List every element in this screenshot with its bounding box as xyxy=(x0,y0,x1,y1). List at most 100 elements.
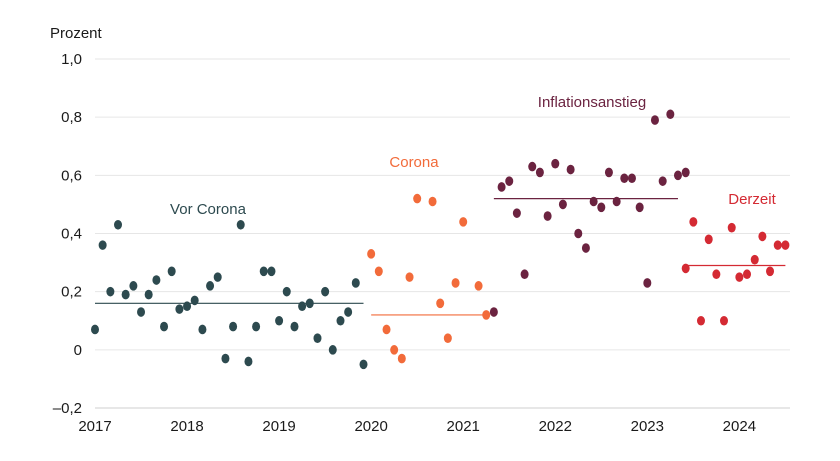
data-point xyxy=(689,217,698,227)
y-tick-label: 1,0 xyxy=(61,51,82,68)
data-point xyxy=(344,307,353,317)
data-point xyxy=(175,304,184,314)
data-point xyxy=(535,167,544,178)
data-point xyxy=(781,240,790,250)
y-tick-label: 0,6 xyxy=(61,167,82,184)
series-label: Corona xyxy=(389,154,439,171)
data-point xyxy=(321,286,330,297)
data-point xyxy=(482,310,491,320)
data-point xyxy=(704,234,713,245)
x-axis: 2017 2018 2019 2020 2021 2022 2023 2024 xyxy=(78,418,756,435)
data-point xyxy=(213,272,222,282)
data-point xyxy=(658,176,667,186)
series-label: Derzeit xyxy=(728,191,776,208)
data-point xyxy=(620,173,629,184)
data-point xyxy=(259,266,268,277)
y-tick-label: 0 xyxy=(74,342,82,359)
data-point xyxy=(497,182,506,192)
data-point xyxy=(305,298,314,309)
data-point xyxy=(351,278,360,288)
data-point xyxy=(367,249,376,259)
data-point xyxy=(313,333,322,344)
data-point xyxy=(597,202,606,213)
data-point xyxy=(114,219,123,230)
data-point xyxy=(167,266,176,277)
y-tick-label: –0,2 xyxy=(53,400,82,417)
data-point xyxy=(221,353,230,364)
y-axis-title: Prozent xyxy=(50,25,103,42)
data-point xyxy=(244,356,253,367)
data-point xyxy=(451,278,460,288)
data-point xyxy=(727,222,736,233)
data-point xyxy=(252,321,261,332)
data-point xyxy=(750,254,759,265)
y-tick-label: 0,2 xyxy=(61,284,82,301)
data-point xyxy=(267,266,276,277)
data-point xyxy=(183,301,192,312)
data-point xyxy=(773,240,782,250)
data-point xyxy=(474,281,483,291)
data-point xyxy=(520,269,529,280)
data-point xyxy=(121,289,130,300)
data-point xyxy=(413,193,422,204)
data-point xyxy=(489,307,498,317)
data-point xyxy=(190,295,199,306)
data-point xyxy=(627,173,636,184)
y-tick-label: 0,4 xyxy=(61,226,82,243)
data-point xyxy=(405,272,414,282)
data-point xyxy=(152,275,161,285)
data-point xyxy=(397,353,406,364)
data-point xyxy=(766,266,775,277)
data-point xyxy=(206,281,215,291)
data-point xyxy=(574,228,583,239)
data-point xyxy=(390,345,399,355)
data-point xyxy=(129,281,138,291)
data-point xyxy=(106,286,115,297)
data-point xyxy=(91,324,99,335)
data-point xyxy=(359,359,368,370)
data-point xyxy=(743,269,752,280)
data-point xyxy=(673,170,682,181)
x-tick-label: 2018 xyxy=(170,418,203,435)
data-point xyxy=(681,167,690,178)
data-points xyxy=(91,109,790,370)
data-point xyxy=(558,199,567,210)
x-tick-label: 2024 xyxy=(723,418,756,435)
data-point xyxy=(589,196,598,207)
data-point xyxy=(758,231,767,242)
data-point xyxy=(298,301,307,312)
period-labels: Vor Corona Corona Inflationsanstieg Derzeit xyxy=(170,94,777,218)
data-point xyxy=(566,164,575,175)
x-tick-label: 2020 xyxy=(354,418,387,435)
data-point xyxy=(382,324,391,335)
data-point xyxy=(428,196,437,207)
data-point xyxy=(275,315,284,326)
data-point xyxy=(551,158,560,169)
data-point xyxy=(735,272,744,282)
data-point xyxy=(650,115,659,125)
data-point xyxy=(282,286,291,297)
data-point xyxy=(374,266,383,277)
data-point xyxy=(643,278,652,288)
data-point xyxy=(328,345,337,355)
x-tick-label: 2017 xyxy=(78,418,111,435)
data-point xyxy=(144,289,153,300)
data-point xyxy=(528,161,537,172)
data-point xyxy=(443,333,452,344)
data-point xyxy=(336,315,345,326)
data-point xyxy=(712,269,721,280)
series-label: Vor Corona xyxy=(170,201,247,218)
data-point xyxy=(719,315,728,326)
data-point xyxy=(290,321,299,332)
data-point xyxy=(505,176,514,186)
grid xyxy=(95,58,790,409)
data-point xyxy=(229,321,238,332)
data-point xyxy=(236,219,245,230)
average-lines xyxy=(95,198,786,316)
x-tick-label: 2022 xyxy=(539,418,572,435)
y-tick-label: 0,8 xyxy=(61,109,82,126)
data-point xyxy=(137,307,146,317)
data-point xyxy=(512,208,521,218)
series-label: Inflationsanstieg xyxy=(538,94,646,111)
x-tick-label: 2019 xyxy=(262,418,295,435)
